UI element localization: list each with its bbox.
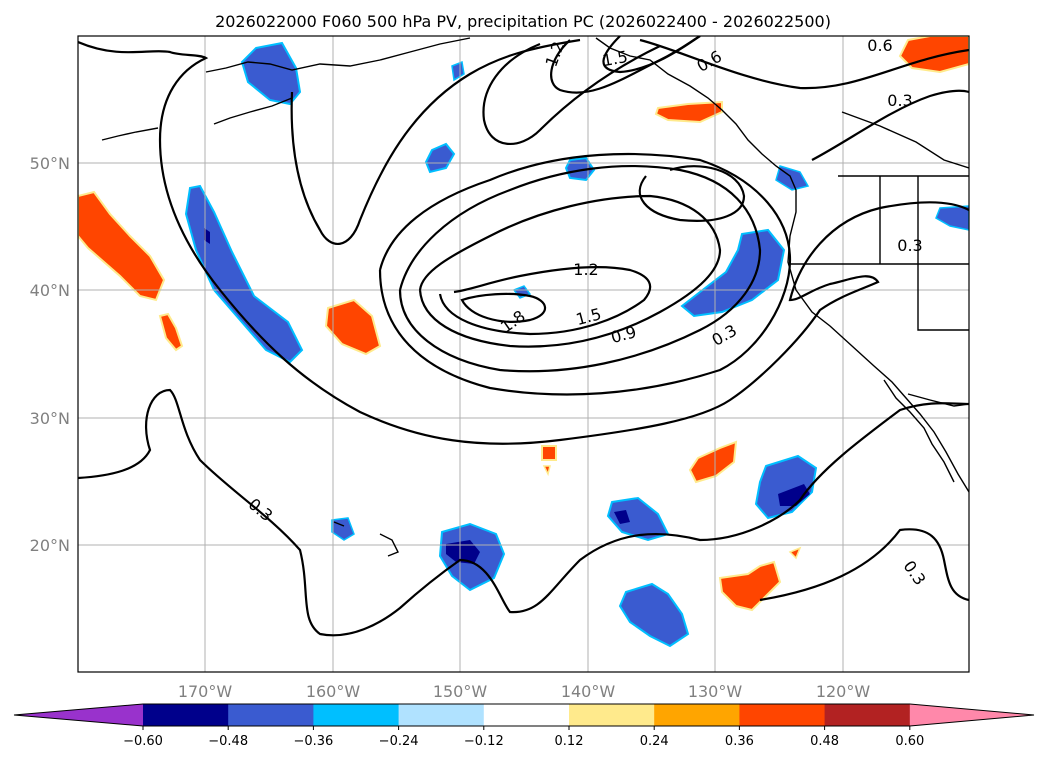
colorbar-tick-label: 0.12 (555, 734, 584, 749)
precip-neg-core (778, 484, 810, 506)
pv-contour-1.5 (438, 266, 652, 336)
longitude-labels: 170°W 160°W 150°W 140°W 130°W 120°W (178, 682, 871, 701)
precip-pos-blob (654, 100, 723, 124)
precip-neg-blob (184, 184, 304, 364)
precip-neg-core (614, 510, 630, 524)
contour-label: 0.6 (867, 36, 892, 55)
colorbar-segment (143, 704, 229, 726)
precip-pos-blob (688, 440, 738, 484)
contour-label: 1.5 (601, 47, 629, 70)
pv-contour-0.3-main (78, 40, 969, 445)
precip-neg-blob (451, 60, 465, 82)
map-frame (77, 35, 970, 673)
colorbar-segment (313, 704, 400, 726)
colorbar-extend-low (14, 704, 143, 726)
precip-pos-blob (541, 445, 557, 461)
pv-contour-0.6 (290, 38, 969, 246)
pv-contour-1.8 (460, 292, 547, 323)
contour-label: 1.2 (573, 260, 598, 279)
lon-tick-label: 120°W (816, 682, 871, 701)
colorbar-tick-label: 0.24 (640, 734, 669, 749)
colorbar-segment (228, 704, 314, 726)
pv-contour-0.6-c (378, 152, 792, 396)
precipitation-shading (78, 36, 969, 648)
lon-tick-label: 170°W (178, 682, 233, 701)
pv-contour-0.3-top (811, 89, 969, 161)
colorbar-segment (398, 704, 485, 726)
pv-contour-1.2-upper (638, 165, 746, 222)
pv-contour-1.2 (418, 194, 722, 348)
precip-neg-blob (754, 454, 818, 520)
pv-contour-1.2-upper-b (602, 36, 701, 74)
colorbar-extend-high (909, 704, 1034, 726)
precip-neg-core (446, 540, 480, 564)
lon-tick-label: 140°W (561, 682, 616, 701)
precip-neg-blob (935, 205, 969, 231)
colorbar-tick-label: −0.60 (123, 734, 163, 749)
precip-pos-blob (788, 546, 802, 560)
lat-tick-label: 30°N (30, 409, 70, 428)
colorbar-tick-label: −0.24 (379, 734, 419, 749)
precip-pos-blob (718, 560, 782, 612)
colorbar-tick-label: −0.36 (293, 734, 333, 749)
colorbar-tick-label: −0.12 (464, 734, 504, 749)
lat-tick-label: 20°N (30, 536, 70, 555)
colorbar-tick-label: 0.60 (895, 734, 924, 749)
latitude-labels: 50°N 40°N 30°N 20°N (30, 154, 70, 555)
pv-contour-0.3-southern (78, 388, 969, 637)
precip-pos-blob (324, 298, 382, 356)
colorbar-tick-label: 0.36 (725, 734, 754, 749)
map-panel: 1.2 1.5 0.6 0.6 0.3 0.3 1.2 1.5 1.8 0.9 … (78, 36, 969, 672)
pv-contour-0.6-b (482, 42, 661, 145)
lon-tick-label: 160°W (306, 682, 361, 701)
pv-contour-0.3-right (759, 528, 969, 602)
precip-neg-blob (680, 228, 786, 318)
colorbar-segment (739, 704, 826, 726)
precip-neg-blob (240, 41, 302, 106)
pv-contour-0.9 (398, 164, 762, 373)
precip-neg-blob (606, 496, 670, 542)
precip-neg-blob (618, 582, 690, 648)
precip-neg-blob (424, 142, 456, 174)
figure-title: 2026022000 F060 500 hPa PV, precipitatio… (215, 12, 831, 31)
pv-contours (78, 36, 969, 637)
graticule (78, 36, 969, 672)
precip-pos-blob (542, 465, 551, 477)
colorbar-segment (824, 704, 911, 726)
precip-pos-blob (158, 312, 184, 352)
colorbar-tick-label: −0.48 (208, 734, 248, 749)
coastlines (101, 37, 969, 557)
colorbar-segment (483, 704, 570, 726)
colorbar-tick-label: 0.48 (810, 734, 839, 749)
contour-label: 0.3 (897, 236, 922, 255)
precip-pos-blob (898, 36, 969, 74)
lon-tick-label: 130°W (688, 682, 743, 701)
contour-label: 0.3 (887, 91, 912, 110)
colorbar-segment (654, 704, 740, 726)
precip-pos-blob (78, 190, 166, 302)
lat-tick-label: 40°N (30, 281, 70, 300)
colorbar: −0.60 −0.48 −0.36 −0.24 −0.12 0.12 0.24 0.36 0.4… (13, 703, 1035, 749)
lon-tick-label: 150°W (433, 682, 488, 701)
colorbar-segment (569, 704, 655, 726)
lat-tick-label: 50°N (30, 154, 70, 173)
